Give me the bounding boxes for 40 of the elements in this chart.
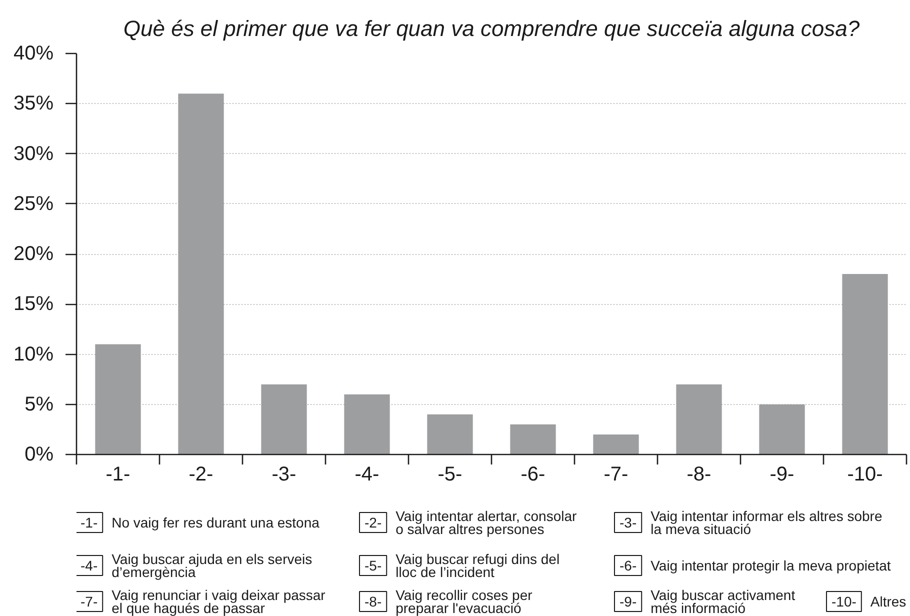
y-tick-label: 0%: [24, 444, 54, 466]
x-tick-label: -10-: [847, 464, 883, 486]
x-tick-label: -9-: [770, 464, 794, 486]
category-label: -10-: [832, 594, 856, 610]
x-tick-label: -8-: [686, 464, 712, 486]
text: Vaig buscar activament més informació: [650, 587, 796, 616]
y-tick-label: 10%: [13, 343, 54, 366]
y-tick-label: 20%: [13, 243, 54, 265]
text: Vaig intentar alertar, consolar o salvar altres persones: [396, 508, 578, 537]
category-label: -1-: [80, 514, 98, 530]
x-tick-label: -7-: [604, 464, 628, 486]
category-label: -3-: [620, 514, 637, 530]
text: Vaig renunciar i vaig deixar passar el que hagués de passar: [112, 587, 326, 616]
y-tick-label: 40%: [13, 42, 54, 64]
y-tick-label: 5%: [24, 393, 54, 416]
text: Vaig recollir coses per preparar l'evacuació: [396, 587, 533, 616]
y-tick-label: 15%: [13, 293, 54, 316]
category-label: -2-: [364, 514, 382, 530]
text: Vaig buscar ajuda en els serveis d’emergència: [112, 551, 312, 580]
chart-title: Què és el primer que va fer quan va comprendre que succeïa alguna cosa?: [123, 16, 860, 41]
text: Vaig intentar informar els altres sobre la meva situació: [650, 508, 882, 537]
category-label: -6-: [620, 558, 637, 574]
y-tick-label: 35%: [13, 92, 54, 115]
category-label: -8-: [364, 594, 382, 610]
text: Vaig buscar refugi dins del lloc de l’incident: [396, 551, 560, 580]
x-tick-label: -3-: [272, 464, 296, 486]
text: Vaig intentar protegir la meva propietat: [650, 558, 891, 574]
x-tick-label: -6-: [520, 464, 546, 486]
text: No vaig fer res durant una estona: [112, 514, 320, 530]
category-label: -7-: [80, 594, 98, 610]
x-tick-label: -2-: [188, 464, 214, 486]
category-label: -9-: [620, 594, 637, 610]
text: Altres: [870, 594, 906, 610]
x-tick-label: -1-: [106, 464, 130, 486]
category-label: -4-: [80, 558, 98, 574]
x-tick-label: -4-: [354, 464, 380, 486]
y-tick-label: 30%: [13, 142, 54, 165]
x-tick-label: -5-: [438, 464, 462, 486]
y-tick-label: 25%: [13, 192, 54, 215]
category-label: -5-: [364, 558, 382, 574]
